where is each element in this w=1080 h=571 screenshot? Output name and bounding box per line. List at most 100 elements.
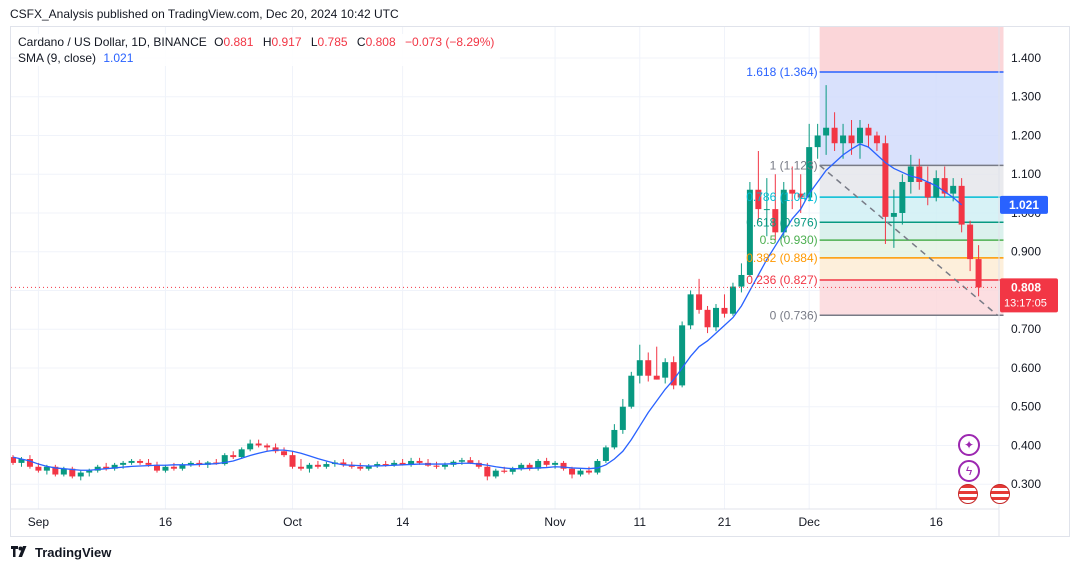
candle-body <box>594 460 601 473</box>
candle-body <box>865 127 872 136</box>
candle-body <box>103 466 110 469</box>
candle-body <box>153 464 160 471</box>
countdown-text: 13:17:05 <box>1004 297 1047 309</box>
candle-body <box>679 325 686 386</box>
sma-label[interactable]: SMA (9, close) <box>18 51 97 65</box>
candle-body <box>619 406 626 430</box>
fib-zone <box>819 222 1004 241</box>
candle-body <box>399 462 406 465</box>
us-flag-icon[interactable] <box>990 484 1010 504</box>
chart-legend: Cardano / US Dollar, 1D, BINANCE O0.881 … <box>18 34 501 66</box>
y-tick-label: 0.900 <box>1011 245 1041 259</box>
candle-body <box>967 224 974 260</box>
candle-body <box>569 468 576 475</box>
sma-row: SMA (9, close) 1.021 <box>18 50 500 66</box>
candle-body <box>797 193 804 198</box>
publisher-info: CSFX_Analysis published on TradingView.c… <box>10 7 399 21</box>
tradingview-brand[interactable]: TradingView <box>10 545 111 560</box>
low-label: L <box>310 35 318 49</box>
candle-body <box>314 464 321 467</box>
candle-body <box>475 462 482 467</box>
symbol-name[interactable]: Cardano / US Dollar, 1D, BINANCE <box>18 35 207 49</box>
candle-body <box>484 466 491 477</box>
candle-body <box>281 451 288 456</box>
candle-body <box>247 443 254 450</box>
fib-level-label: 0.236 (0.827) <box>746 273 817 287</box>
y-tick-label: 1.300 <box>1011 90 1041 104</box>
fib-level-label: 0.786 (1.041) <box>746 190 817 204</box>
symbol-row: Cardano / US Dollar, 1D, BINANCE O0.881 … <box>18 34 500 50</box>
candle-body <box>806 147 813 198</box>
fib-trend-line <box>819 164 999 316</box>
candle-body <box>86 470 93 473</box>
y-tick-label: 0.400 <box>1011 438 1041 452</box>
candle-body <box>552 462 559 465</box>
candle-body <box>416 460 423 463</box>
candle-body <box>391 462 398 465</box>
x-tick-label: 11 <box>634 515 647 529</box>
candle-body <box>662 362 669 378</box>
candle-body <box>230 455 237 458</box>
open-value: 0.881 <box>223 35 254 49</box>
candle-body <box>704 309 711 328</box>
close-label: C <box>356 35 366 49</box>
fib-zone-top <box>819 27 1004 72</box>
candle-body <box>577 470 584 475</box>
candle-body <box>763 209 770 211</box>
sparkle-icon[interactable]: ✦ <box>958 434 980 456</box>
candle-body <box>848 135 855 144</box>
candle-body <box>840 135 847 144</box>
candle-body <box>518 464 525 469</box>
fib-level-label: 0.382 (0.884) <box>746 251 817 265</box>
lightning-icon[interactable]: ϟ <box>958 460 980 482</box>
tradingview-logo-icon <box>11 545 27 557</box>
x-tick-label: 14 <box>396 515 410 529</box>
candle-body <box>653 375 660 380</box>
x-tick-label: 21 <box>718 515 732 529</box>
x-tick-label: 16 <box>930 515 944 529</box>
fib-zone <box>819 280 1004 316</box>
x-tick-label: Nov <box>544 515 565 529</box>
candle-body <box>713 307 720 328</box>
candle-body <box>916 166 923 182</box>
candle-body <box>297 466 304 469</box>
candle-body <box>26 459 33 467</box>
candle-body <box>687 294 694 326</box>
candle-body <box>543 460 550 465</box>
candle-body <box>69 468 76 477</box>
candle-body <box>179 464 186 469</box>
y-tick-label: 1.400 <box>1011 51 1041 65</box>
candle-body <box>18 459 25 463</box>
x-tick-label: 16 <box>159 515 173 529</box>
candle-body <box>272 447 279 452</box>
candle-body <box>238 449 245 458</box>
candle-body <box>433 465 440 467</box>
candle-body <box>526 464 533 469</box>
candle-body <box>645 360 652 376</box>
y-tick-label: 1.200 <box>1011 128 1041 142</box>
candle-body <box>374 464 381 466</box>
candle-body <box>221 455 228 465</box>
candle-body <box>941 178 948 194</box>
brand-name: TradingView <box>35 545 112 560</box>
candle-body <box>458 460 465 462</box>
fib-level-label: 0.618 (0.976) <box>746 215 817 229</box>
candle-body <box>755 189 762 210</box>
candle-body <box>780 189 787 233</box>
candle-body <box>535 460 542 469</box>
candlestick-chart[interactable]: 1.618 (1.364) 1 (1.123) 0.786 (1.041) 0.618… <box>11 27 1069 536</box>
candle-body <box>365 465 372 469</box>
x-tick-label: Sep <box>28 515 50 529</box>
low-value: 0.785 <box>317 35 348 49</box>
candle-body <box>408 460 415 465</box>
candle-body <box>789 189 796 194</box>
candle-body <box>831 127 838 144</box>
chart-frame[interactable]: 1.618 (1.364) 1 (1.123) 0.786 (1.041) 0.618… <box>10 26 1070 537</box>
candle-body <box>357 466 364 469</box>
candle-body <box>975 259 982 288</box>
candle-body <box>729 286 736 314</box>
candle-body <box>907 166 914 182</box>
candle-body <box>924 181 931 198</box>
us-flag-icon[interactable] <box>958 484 978 504</box>
candle-body <box>187 462 194 465</box>
